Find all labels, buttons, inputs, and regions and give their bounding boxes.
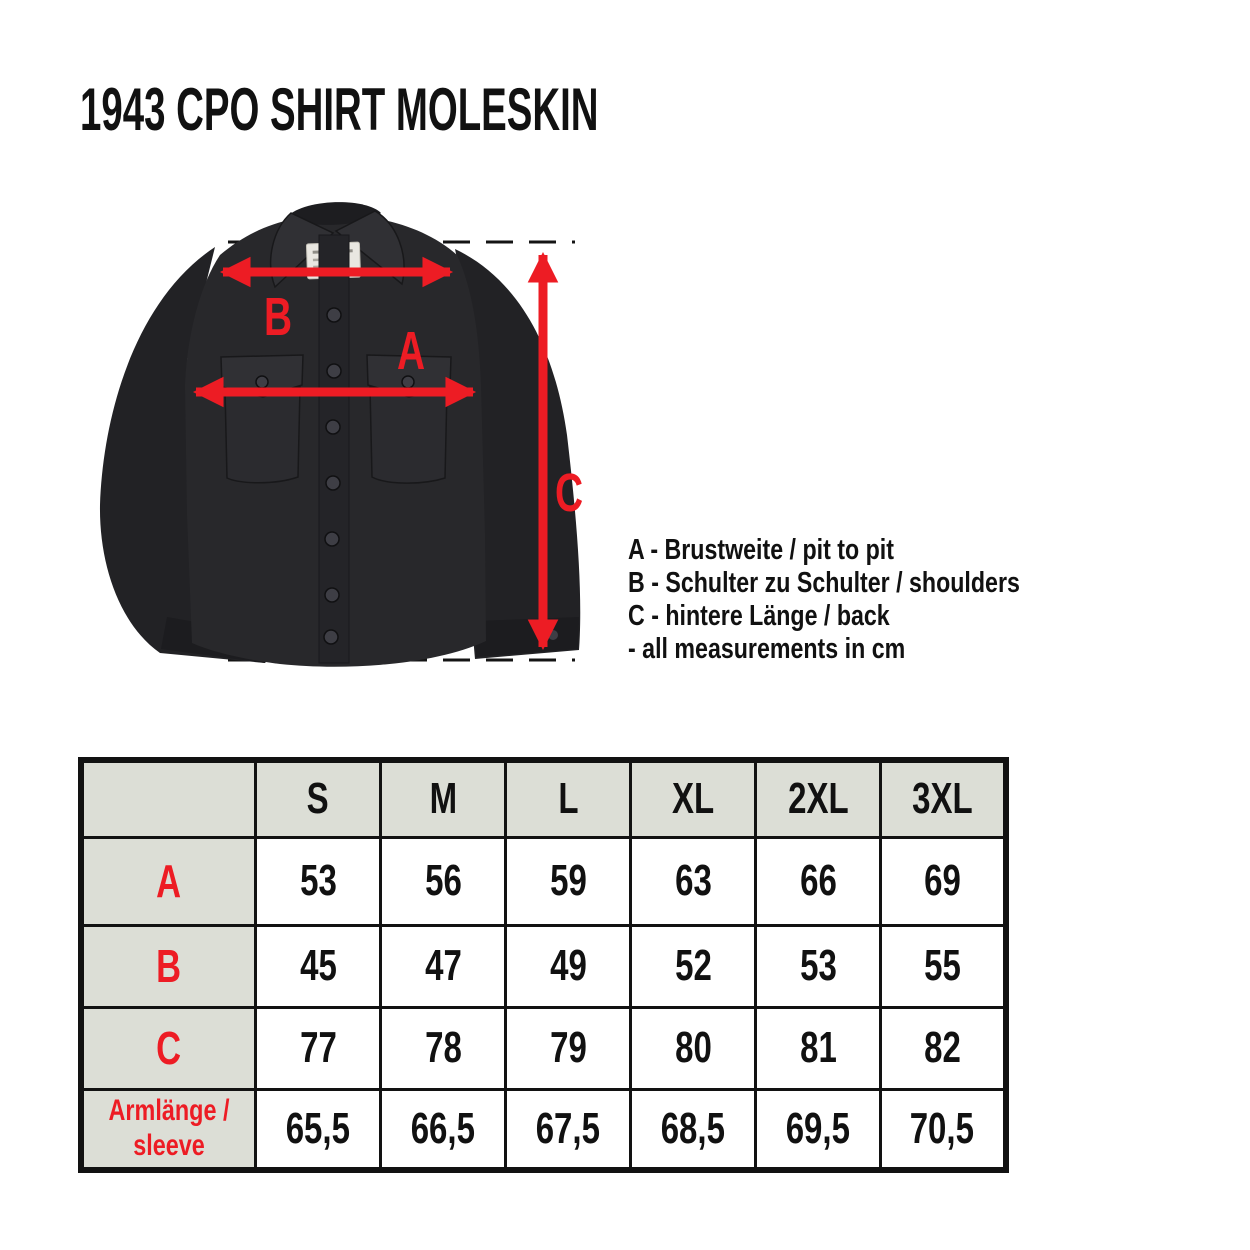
size-value-cell: 67,5 bbox=[504, 1087, 632, 1172]
size-column-header-l: L bbox=[504, 758, 632, 839]
table-row-sleeve: Armlänge / sleeve 65,5 66,5 67,5 68,5 69… bbox=[79, 1087, 1007, 1172]
measurement-row-label-sleeve: Armlänge / sleeve bbox=[79, 1087, 257, 1172]
size-column-header-3xl: 3XL bbox=[879, 758, 1007, 839]
size-value-cell: 53 bbox=[254, 835, 382, 927]
size-value-cell: 66 bbox=[754, 835, 882, 927]
size-value-cell: 69 bbox=[879, 835, 1007, 927]
cuff-button bbox=[548, 630, 558, 640]
table-row-c: C 77 78 79 80 81 82 bbox=[79, 1005, 1007, 1091]
measurement-legend: A - Brustweite / pit to pit B - Schulter… bbox=[628, 534, 1118, 666]
measure-label-b: B bbox=[264, 286, 292, 347]
size-value-cell: 45 bbox=[254, 923, 382, 1009]
button-placket bbox=[318, 234, 350, 664]
size-value-cell: 59 bbox=[504, 835, 632, 927]
size-value-cell: 69,5 bbox=[754, 1087, 882, 1172]
size-value-cell: 81 bbox=[754, 1005, 882, 1091]
size-value-cell: 70,5 bbox=[879, 1087, 1007, 1172]
size-value-cell: 65,5 bbox=[254, 1087, 382, 1172]
size-column-header-xl: XL bbox=[629, 758, 757, 839]
size-value-cell: 63 bbox=[629, 835, 757, 927]
size-value-cell: 49 bbox=[504, 923, 632, 1009]
size-value-cell: 77 bbox=[254, 1005, 382, 1091]
legend-line-c: C - hintere Länge / back bbox=[628, 600, 890, 632]
measurement-row-label-c: C bbox=[79, 1005, 257, 1091]
size-value-cell: 78 bbox=[379, 1005, 507, 1091]
size-column-header-2xl: 2XL bbox=[754, 758, 882, 839]
measurement-diagram: B A C bbox=[75, 185, 675, 695]
shirt-buttons bbox=[323, 307, 342, 645]
size-value-cell: 80 bbox=[629, 1005, 757, 1091]
measurement-row-label-a: A bbox=[79, 835, 257, 927]
measurement-row-label-b: B bbox=[79, 923, 257, 1009]
size-value-cell: 66,5 bbox=[379, 1087, 507, 1172]
size-value-cell: 82 bbox=[879, 1005, 1007, 1091]
size-value-cell: 47 bbox=[379, 923, 507, 1009]
size-value-cell: 55 bbox=[879, 923, 1007, 1009]
table-corner-cell bbox=[79, 758, 257, 839]
shirt-illustration bbox=[99, 202, 581, 667]
size-table: S M L XL 2XL 3XL A 53 56 59 63 66 69 B 4… bbox=[78, 757, 1009, 1173]
legend-line-a: A - Brustweite / pit to pit bbox=[628, 534, 894, 566]
size-value-cell: 56 bbox=[379, 835, 507, 927]
legend-line-units: - all measurements in cm bbox=[628, 633, 906, 665]
legend-line-b: B - Schulter zu Schulter / shoulders bbox=[628, 567, 1020, 599]
table-row-a: A 53 56 59 63 66 69 bbox=[79, 835, 1007, 927]
size-value-cell: 79 bbox=[504, 1005, 632, 1091]
size-value-cell: 68,5 bbox=[629, 1087, 757, 1172]
shirt-photo: B A C bbox=[99, 202, 583, 667]
size-value-cell: 52 bbox=[629, 923, 757, 1009]
size-table-header-row: S M L XL 2XL 3XL bbox=[79, 758, 1007, 839]
table-row-b: B 45 47 49 52 53 55 bbox=[79, 923, 1007, 1009]
measure-label-c: C bbox=[555, 462, 583, 523]
measure-label-a: A bbox=[397, 320, 425, 381]
chest-pocket-left bbox=[220, 354, 304, 484]
size-column-header-s: S bbox=[254, 758, 382, 839]
size-value-cell: 53 bbox=[754, 923, 882, 1009]
page-title: 1943 CPO SHIRT MOLESKIN bbox=[80, 76, 599, 143]
size-column-header-m: M bbox=[379, 758, 507, 839]
